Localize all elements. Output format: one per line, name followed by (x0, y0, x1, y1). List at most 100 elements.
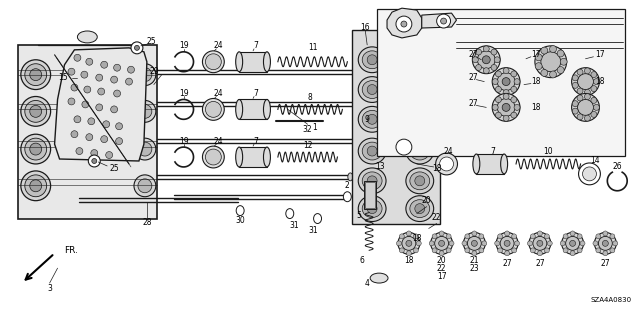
Circle shape (88, 118, 95, 125)
Circle shape (116, 123, 122, 130)
Circle shape (401, 21, 407, 27)
Circle shape (511, 71, 517, 77)
Ellipse shape (582, 167, 596, 181)
Ellipse shape (138, 179, 152, 193)
Circle shape (479, 248, 484, 253)
Circle shape (399, 234, 404, 239)
Circle shape (68, 68, 75, 75)
Ellipse shape (205, 101, 221, 117)
Ellipse shape (367, 137, 372, 145)
Circle shape (503, 90, 509, 95)
Circle shape (82, 101, 89, 108)
Circle shape (492, 93, 520, 121)
Text: 12: 12 (303, 141, 312, 150)
Text: 27: 27 (535, 259, 545, 268)
Circle shape (550, 46, 557, 53)
Ellipse shape (529, 233, 551, 254)
Circle shape (127, 66, 134, 73)
Circle shape (476, 49, 481, 55)
Circle shape (577, 95, 583, 101)
Circle shape (572, 75, 578, 81)
Text: 11: 11 (308, 43, 317, 52)
Circle shape (114, 64, 120, 71)
Ellipse shape (406, 107, 434, 132)
Ellipse shape (410, 172, 429, 190)
Ellipse shape (30, 105, 42, 117)
Text: 3: 3 (47, 284, 52, 293)
Circle shape (86, 134, 93, 141)
Ellipse shape (202, 146, 224, 168)
Circle shape (503, 93, 509, 100)
Ellipse shape (473, 154, 480, 174)
Circle shape (477, 51, 495, 69)
Ellipse shape (602, 241, 609, 246)
Ellipse shape (406, 77, 434, 102)
Circle shape (497, 99, 515, 116)
Text: 27: 27 (468, 99, 478, 108)
Circle shape (413, 248, 419, 253)
Ellipse shape (367, 55, 377, 65)
Circle shape (440, 18, 447, 24)
Circle shape (541, 52, 561, 72)
Circle shape (503, 115, 509, 121)
Circle shape (572, 93, 600, 121)
Ellipse shape (358, 107, 386, 132)
Ellipse shape (362, 142, 382, 160)
Ellipse shape (314, 214, 321, 224)
Text: 24: 24 (444, 146, 453, 156)
Circle shape (432, 248, 437, 253)
Circle shape (572, 68, 600, 95)
Circle shape (472, 231, 477, 236)
Circle shape (479, 234, 484, 239)
Text: 19: 19 (179, 137, 188, 146)
Ellipse shape (579, 163, 600, 185)
Circle shape (504, 231, 509, 236)
Text: 26: 26 (612, 162, 622, 171)
Text: SZA4A0830: SZA4A0830 (591, 297, 632, 303)
Circle shape (76, 148, 83, 154)
Circle shape (610, 248, 615, 253)
Ellipse shape (30, 143, 42, 155)
Circle shape (131, 42, 143, 54)
Circle shape (502, 103, 510, 111)
Circle shape (465, 234, 470, 239)
Circle shape (483, 68, 489, 74)
Circle shape (538, 251, 542, 256)
Ellipse shape (367, 146, 377, 156)
Ellipse shape (406, 241, 412, 246)
Ellipse shape (398, 233, 420, 254)
Text: 25: 25 (109, 164, 119, 174)
Ellipse shape (205, 149, 221, 165)
Ellipse shape (410, 200, 429, 218)
Circle shape (429, 241, 434, 246)
Circle shape (541, 70, 548, 76)
Text: 24: 24 (214, 137, 223, 146)
Text: 14: 14 (591, 157, 600, 166)
Circle shape (584, 115, 590, 121)
Ellipse shape (500, 236, 514, 250)
Text: 7: 7 (253, 41, 259, 50)
Text: 1: 1 (312, 123, 317, 132)
Ellipse shape (236, 147, 243, 167)
Circle shape (81, 71, 88, 78)
Circle shape (472, 57, 478, 63)
Circle shape (96, 74, 102, 81)
Ellipse shape (570, 241, 575, 246)
Circle shape (100, 61, 108, 68)
Ellipse shape (358, 196, 386, 221)
Circle shape (557, 50, 564, 57)
Ellipse shape (264, 100, 271, 119)
Text: 31: 31 (308, 226, 319, 235)
Text: 28: 28 (142, 218, 152, 227)
Ellipse shape (236, 206, 244, 216)
Bar (18, 45, 157, 219)
Circle shape (557, 67, 564, 73)
Text: 18: 18 (531, 103, 541, 112)
Text: 18: 18 (596, 77, 605, 86)
Ellipse shape (496, 233, 518, 254)
Circle shape (399, 248, 404, 253)
Ellipse shape (533, 236, 547, 250)
Circle shape (74, 54, 81, 61)
Circle shape (476, 64, 481, 70)
Circle shape (547, 241, 552, 246)
